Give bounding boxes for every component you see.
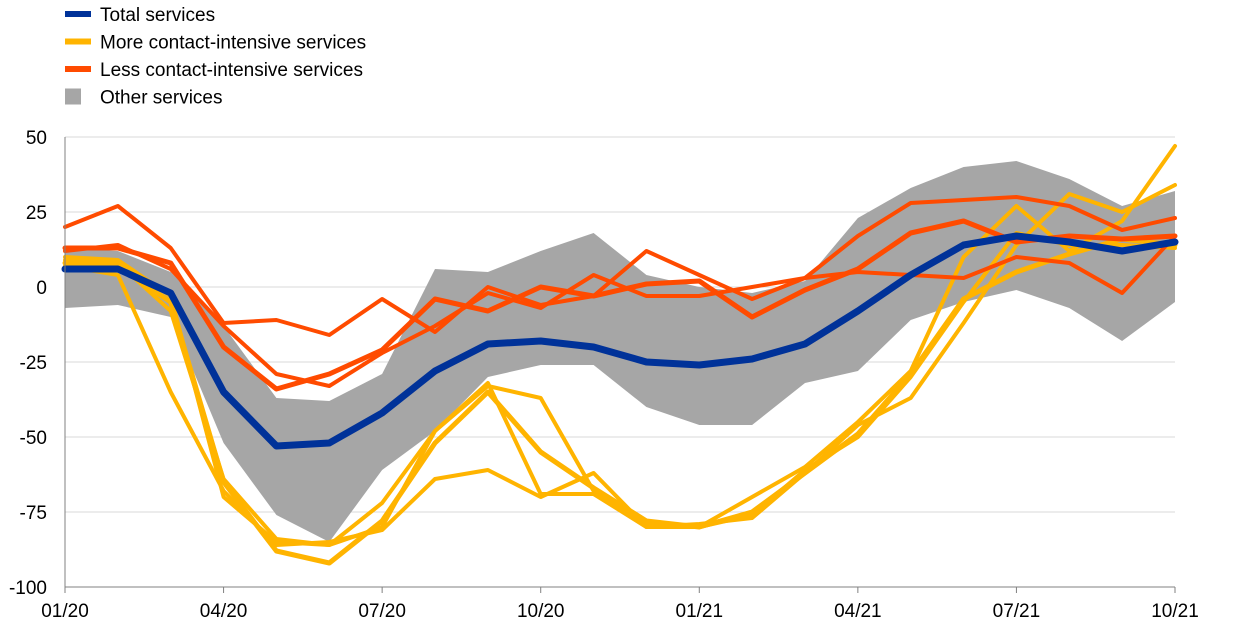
y-tick-label-5: -75 xyxy=(20,503,47,524)
legend-label-3: Other services xyxy=(100,88,222,109)
x-tick-label-0: 01/20 xyxy=(41,601,89,622)
series-line-less-4 xyxy=(63,204,1177,337)
y-tick-label-2: 0 xyxy=(36,278,47,299)
series-lines xyxy=(61,144,1179,566)
y-tick-label-3: -25 xyxy=(20,353,47,374)
x-tick-label-4: 01/21 xyxy=(676,601,724,622)
series-line-less-5 xyxy=(62,218,1178,392)
x-tick-label-5: 04/21 xyxy=(834,601,882,622)
y-tick-label-1: 25 xyxy=(26,203,47,224)
y-tick-label-0: 50 xyxy=(26,128,47,149)
series-line-more-2 xyxy=(63,183,1177,547)
legend-label-1: More contact-intensive services xyxy=(100,33,366,54)
series-line-less-6 xyxy=(63,195,1177,388)
x-tick-label-2: 07/20 xyxy=(358,601,406,622)
x-tick-label-7: 10/21 xyxy=(1151,601,1199,622)
y-tick-label-4: -50 xyxy=(20,428,47,449)
legend-label-0: Total services xyxy=(100,5,215,26)
x-tick-label-3: 10/20 xyxy=(517,601,565,622)
y-tick-label-6: -100 xyxy=(9,578,47,599)
series-line-total-7 xyxy=(61,232,1179,450)
legend-label-2: Less contact-intensive services xyxy=(100,60,363,81)
legend-swatch-3 xyxy=(65,88,81,105)
x-tick-label-6: 07/21 xyxy=(993,601,1041,622)
chart-legend: Total services More contact-intensive ser… xyxy=(65,5,366,109)
x-tick-label-1: 04/20 xyxy=(200,601,248,622)
